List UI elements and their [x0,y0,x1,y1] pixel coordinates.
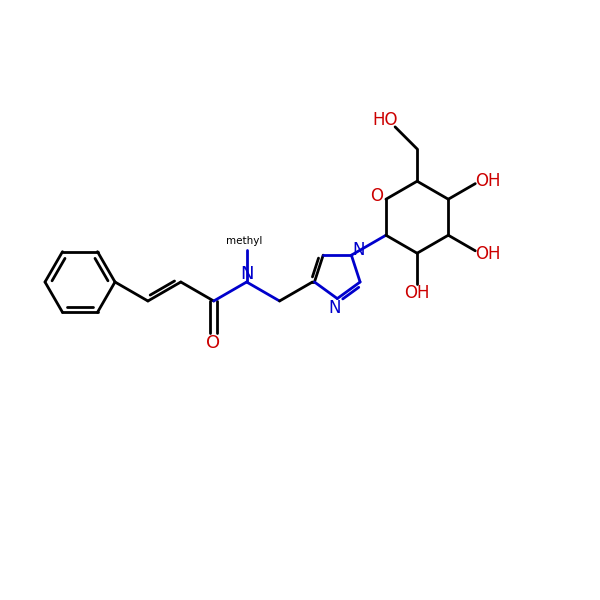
Text: OH: OH [476,245,501,263]
Text: HO: HO [373,111,398,129]
Text: N: N [328,299,341,317]
Text: O: O [370,187,383,205]
Text: N: N [240,265,253,283]
Text: O: O [206,334,220,352]
Text: OH: OH [404,284,430,302]
Text: N: N [352,241,365,259]
Text: OH: OH [476,172,501,190]
Text: methyl: methyl [226,236,263,246]
